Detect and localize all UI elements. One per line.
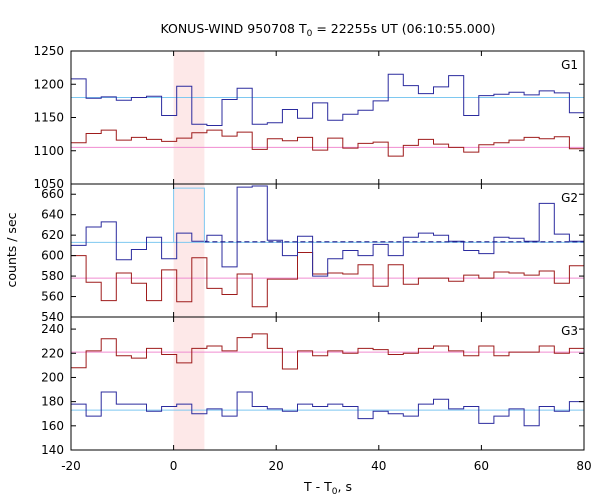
highlight-step-g2 bbox=[173, 187, 205, 243]
y-tick-label-g1: 1200 bbox=[33, 77, 64, 91]
y-tick-label-g2: 580 bbox=[41, 269, 64, 283]
x-tick-label: 60 bbox=[474, 459, 489, 473]
y-tick-label-g1: 1150 bbox=[33, 111, 64, 125]
x-tick-label: 20 bbox=[269, 459, 284, 473]
y-tick-label-g1: 1250 bbox=[33, 44, 64, 58]
highlight-band-g2 bbox=[173, 184, 205, 317]
y-tick-label-g2: 560 bbox=[41, 290, 64, 304]
y-tick-label-g3: 160 bbox=[41, 419, 64, 433]
x-tick-label: -20 bbox=[61, 459, 81, 473]
x-tick-label: 0 bbox=[170, 459, 178, 473]
y-tick-label-g2: 540 bbox=[41, 310, 64, 324]
x-tick-label: 80 bbox=[576, 459, 591, 473]
highlight-band-g3 bbox=[173, 317, 205, 450]
highlight-band-g1 bbox=[173, 51, 205, 184]
series-red-g1 bbox=[71, 129, 584, 157]
panel-label-g1: G1 bbox=[561, 58, 578, 72]
panel-label-g2: G2 bbox=[561, 191, 578, 205]
plot-layer: 10501100115012001250G1540560580600620640… bbox=[33, 44, 591, 473]
y-axis-label: counts / sec bbox=[4, 212, 19, 287]
series-blue-g1 bbox=[71, 73, 584, 126]
y-tick-label-g3: 240 bbox=[41, 322, 64, 336]
panel-label-g3: G3 bbox=[561, 324, 578, 338]
panel-frame-g2 bbox=[70, 183, 585, 318]
y-tick-label-g2: 620 bbox=[41, 228, 64, 242]
chart-title: KONUS-WIND 950708 T0 = 22255s UT (06:10:… bbox=[160, 21, 495, 39]
y-tick-label-g3: 180 bbox=[41, 395, 64, 409]
panel-frame-g3 bbox=[70, 316, 585, 451]
x-axis-label: T - T0, s bbox=[303, 479, 352, 497]
series-blue-g3 bbox=[71, 391, 584, 427]
y-tick-label-g3: 220 bbox=[41, 346, 64, 360]
y-tick-label-g2: 660 bbox=[41, 187, 64, 201]
series-blue-g2 bbox=[71, 185, 584, 277]
y-tick-label-g1: 1050 bbox=[33, 177, 64, 191]
y-tick-label-g2: 640 bbox=[41, 208, 64, 222]
y-tick-label-g1: 1100 bbox=[33, 144, 64, 158]
series-red-g2 bbox=[71, 252, 584, 308]
x-tick-label: 40 bbox=[371, 459, 386, 473]
y-tick-label-g2: 600 bbox=[41, 249, 64, 263]
y-tick-label-g3: 140 bbox=[41, 443, 64, 457]
series-red-g3 bbox=[71, 333, 584, 370]
y-tick-label-g3: 200 bbox=[41, 370, 64, 384]
